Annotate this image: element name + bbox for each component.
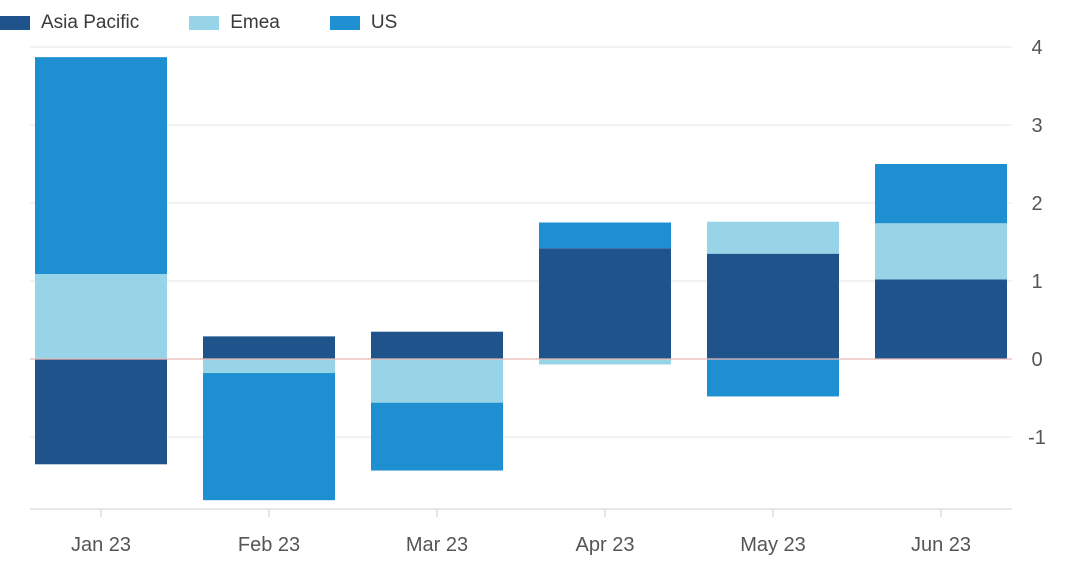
- bar-segment: [875, 279, 1007, 359]
- bar-segment: [707, 253, 839, 359]
- legend: Asia Pacific Emea US: [0, 9, 447, 37]
- legend-item-us: US: [329, 12, 398, 34]
- bar-segment: [707, 359, 839, 397]
- y-tick-label: -1: [1028, 427, 1046, 449]
- y-tick-label: 2: [1031, 193, 1042, 215]
- x-tick-label: Jan 23: [71, 534, 131, 556]
- axes: -1 0 1 2 3 4 Jan 23 Feb 23 Mar 23 Apr 23 May 23 Jun…: [30, 37, 1046, 556]
- legend-swatch-emea: [189, 16, 220, 30]
- bar-segment: [35, 57, 167, 274]
- bar-segment: [875, 164, 1007, 224]
- bar-segment: [371, 359, 503, 403]
- gridlines: [30, 46, 1012, 438]
- bar-segment: [371, 331, 503, 359]
- legend-swatch-us: [329, 16, 360, 30]
- legend-label-asia-pacific: Asia Pacific: [41, 12, 140, 33]
- bar-segment: [203, 359, 335, 374]
- y-tick-label: 0: [1031, 349, 1042, 371]
- bars: [35, 57, 1007, 501]
- bar-segment: [539, 248, 671, 359]
- bar-segment: [539, 222, 671, 249]
- x-tick-label: May 23: [740, 534, 806, 556]
- legend-swatch-asia-pacific: [0, 16, 30, 30]
- x-tick-label: Mar 23: [406, 534, 468, 556]
- bar-segment: [707, 221, 839, 254]
- bar-segment: [371, 402, 503, 471]
- bar-segment: [203, 373, 335, 501]
- y-tick-label: 1: [1031, 271, 1042, 293]
- legend-item-emea: Emea: [189, 12, 280, 34]
- y-tick-label: 3: [1031, 115, 1042, 137]
- x-tick-label: Feb 23: [238, 534, 300, 556]
- y-tick-label: 4: [1031, 37, 1042, 59]
- bar-segment: [203, 336, 335, 359]
- x-tick-label: Jun 23: [911, 534, 971, 556]
- bar-segment: [35, 273, 167, 359]
- bar-segment: [539, 359, 671, 365]
- bar-segment: [35, 359, 167, 465]
- x-tick-label: Apr 23: [576, 534, 635, 556]
- legend-label-us: US: [370, 12, 398, 33]
- bar-segment: [875, 223, 1007, 280]
- legend-label-emea: Emea: [230, 12, 280, 33]
- legend-item-asia-pacific: Asia Pacific: [0, 12, 139, 34]
